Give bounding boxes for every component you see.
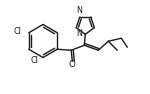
Text: N: N	[76, 29, 82, 38]
Text: N: N	[76, 6, 82, 15]
Text: Cl: Cl	[14, 27, 22, 36]
Text: O: O	[69, 60, 76, 69]
Text: Cl: Cl	[30, 56, 38, 65]
